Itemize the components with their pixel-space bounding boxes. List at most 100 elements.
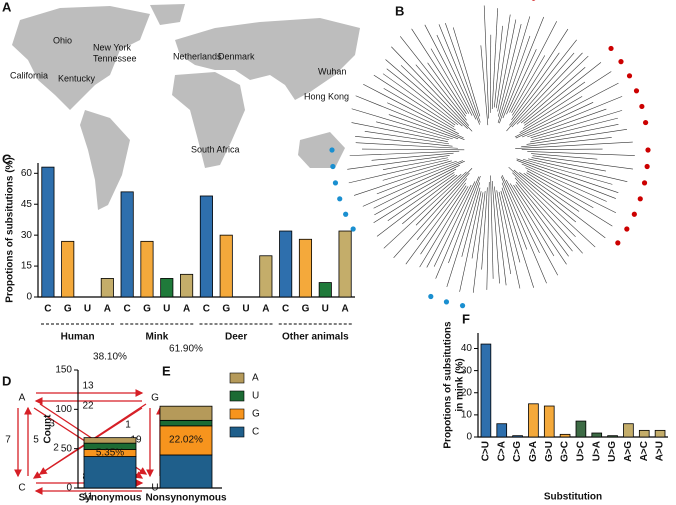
tree-branch	[494, 25, 503, 108]
tree-branch	[532, 155, 633, 170]
panel-letter: F	[462, 311, 470, 326]
tree-branch	[433, 181, 476, 267]
tree-branch	[400, 65, 468, 130]
bar	[120, 191, 134, 298]
bar	[638, 429, 650, 438]
tree-branch	[383, 88, 456, 131]
x-tick-label: C>G	[512, 441, 523, 462]
tree-branch	[513, 169, 577, 223]
edge-label: 11	[83, 492, 94, 503]
map-label: Wuhan	[318, 66, 346, 76]
tree-branch	[348, 159, 449, 184]
tree-branch	[382, 160, 452, 181]
panel-letter: D	[2, 373, 11, 388]
tree-branch	[354, 160, 457, 196]
panel-letter: B	[395, 3, 404, 18]
tree-branch	[526, 172, 613, 227]
map-label: South Africa	[191, 144, 240, 154]
tree-branch	[531, 117, 618, 140]
bar	[496, 423, 508, 438]
tree-branch	[411, 28, 467, 115]
map-label: Netherlands	[173, 51, 222, 61]
edge-label: 22	[82, 401, 94, 412]
tree-branch	[501, 182, 528, 250]
axis	[477, 333, 668, 438]
tree-branch	[497, 24, 522, 117]
y-tick-label: 0	[66, 483, 72, 494]
tree-branch	[438, 24, 480, 125]
tree-branch	[501, 187, 534, 288]
tree-dot	[608, 45, 614, 52]
tree-dot	[443, 299, 450, 305]
tree-branch	[446, 182, 481, 288]
world-map	[12, 4, 360, 210]
tree-branch	[399, 36, 467, 121]
tree-dot	[337, 196, 343, 202]
edge-label: 2	[53, 443, 59, 454]
tree-branch	[521, 148, 603, 151]
bar-segment	[159, 454, 213, 489]
tree-branch	[500, 190, 521, 263]
tree-branch	[424, 24, 473, 116]
tree-branch	[349, 150, 460, 156]
x-tick-label: A>G	[623, 441, 634, 462]
tree-branch	[461, 187, 481, 257]
tree-branch	[430, 48, 470, 114]
tree-branch	[521, 137, 612, 148]
tree-branch	[511, 55, 546, 114]
legend-label: C	[252, 427, 259, 438]
group-label: Human	[61, 332, 95, 343]
tree-branch	[527, 151, 635, 156]
y-tick-label: 60	[21, 168, 33, 179]
y-tick-label: 45	[21, 199, 33, 210]
tree-branch	[388, 114, 459, 140]
tree-branch	[511, 28, 569, 116]
x-tick-label: A>U	[655, 441, 666, 461]
x-tick-label: A	[341, 304, 348, 315]
tree-branch	[519, 96, 583, 133]
tree-branch	[521, 163, 607, 202]
tree-branch	[415, 64, 470, 126]
tree-branch	[505, 179, 559, 276]
tree-branch	[509, 39, 577, 126]
y-tick-label: 40	[461, 343, 473, 354]
x-tick-label: G	[64, 304, 72, 315]
x-tick-label: G	[302, 304, 310, 315]
tree-branch	[496, 190, 512, 275]
y-axis-label: Propotions of subsitutions	[443, 321, 454, 449]
bar	[623, 423, 634, 438]
tree-branch	[383, 171, 467, 249]
tree-dot	[531, 0, 536, 1]
tree-branch	[445, 23, 481, 123]
legend-swatch	[229, 372, 245, 384]
tree-dot	[350, 226, 356, 232]
tree-branch	[393, 172, 470, 258]
y-tick-label: 150	[55, 365, 72, 376]
tree-dot	[645, 147, 651, 153]
tree-branch	[489, 34, 492, 113]
tree-branch	[402, 173, 462, 225]
bar	[298, 238, 313, 298]
map-label: California	[10, 70, 48, 80]
tree-branch	[373, 172, 455, 223]
tree-dot	[633, 88, 640, 94]
bar-segment	[159, 419, 213, 427]
annotation: 61.90%	[169, 344, 203, 355]
legend-swatch	[229, 426, 245, 438]
annotation: 5.35%	[96, 448, 124, 459]
tree-branch	[522, 158, 613, 185]
tree-branch	[391, 46, 473, 132]
x-tick-label: G>U	[544, 441, 555, 462]
x-tick-label: C>U	[481, 441, 492, 461]
panel-letter: A	[2, 0, 12, 14]
tree-branch	[524, 81, 586, 126]
tree-branch	[527, 108, 607, 138]
x-tick-label: U	[163, 304, 170, 315]
edge-label: 5	[33, 435, 39, 446]
bar	[543, 405, 555, 438]
tree-branch	[514, 177, 583, 254]
tree-branch	[483, 5, 490, 119]
legend-label: G	[252, 409, 260, 420]
tree-branch	[426, 184, 472, 268]
